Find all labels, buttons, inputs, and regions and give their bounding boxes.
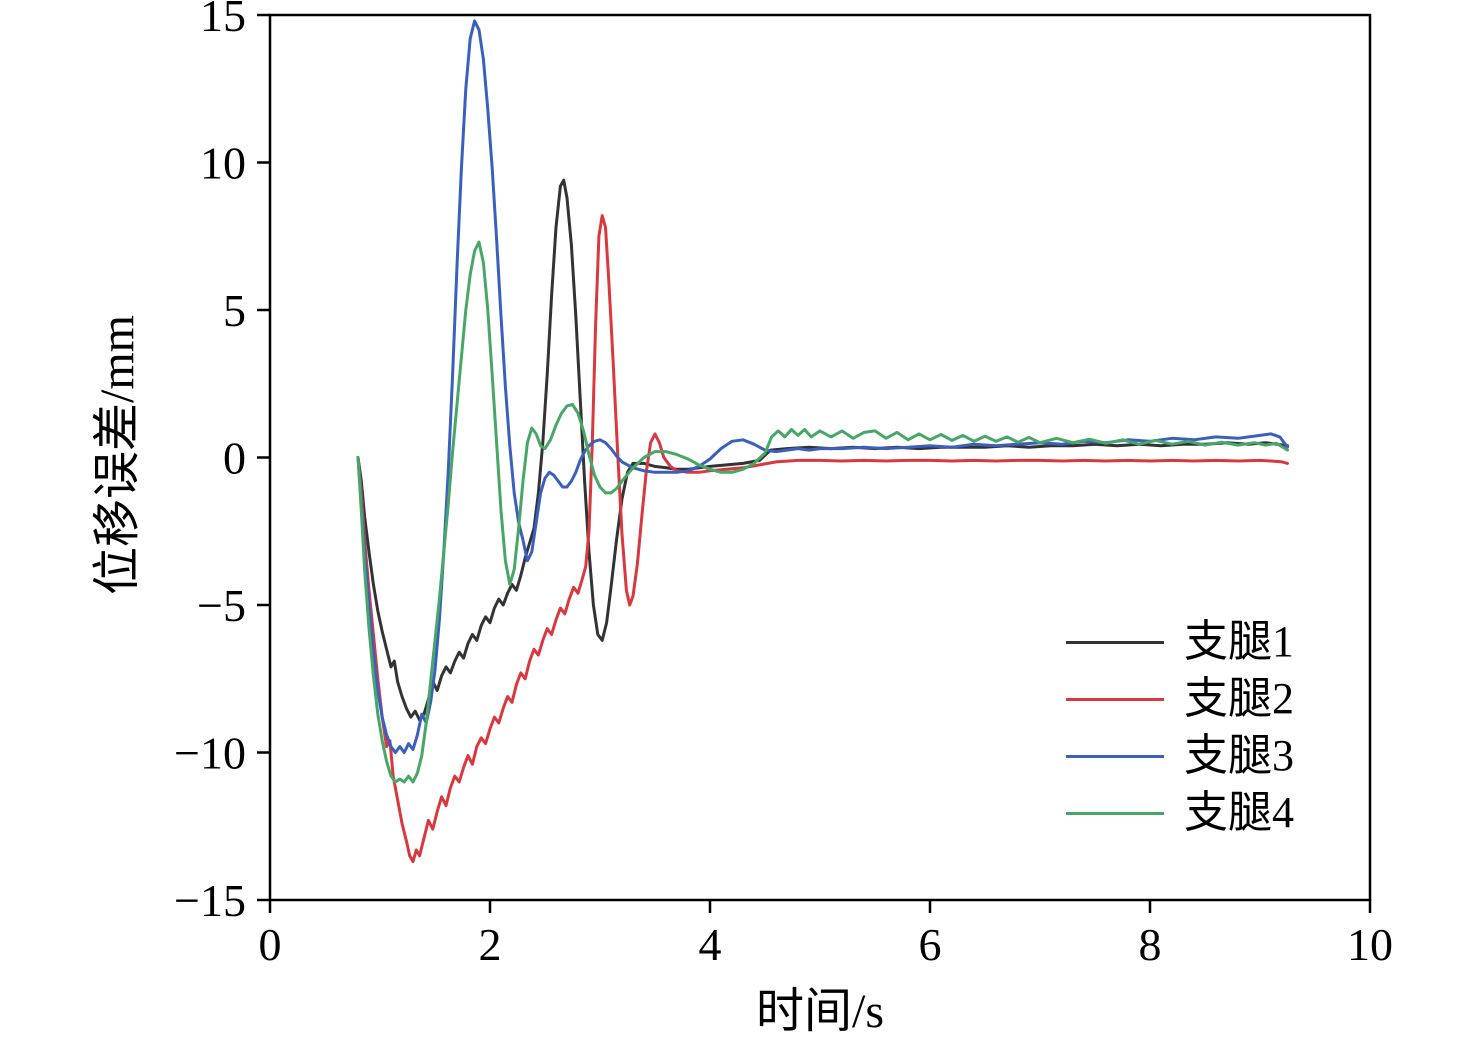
y-tick-label: 0 <box>223 433 246 484</box>
x-tick-label: 4 <box>699 919 722 970</box>
x-tick-label: 6 <box>919 919 942 970</box>
x-tick-label: 0 <box>259 919 282 970</box>
legend-swatch <box>1066 697 1164 701</box>
x-tick-label: 2 <box>479 919 502 970</box>
legend-item-4: 支腿4 <box>1066 791 1294 835</box>
x-axis-label: 时间/s <box>755 985 885 1038</box>
legend-swatch <box>1066 640 1164 644</box>
y-tick-label: −15 <box>174 875 246 926</box>
y-tick-label: −5 <box>197 580 246 631</box>
legend-label: 支腿1 <box>1184 617 1294 666</box>
legend: 支腿1 支腿2 支腿3 支腿4 <box>1066 620 1294 835</box>
y-axis-label: 位移误差/mm <box>91 314 144 596</box>
y-tick-label: 5 <box>223 285 246 336</box>
legend-label: 支腿2 <box>1184 674 1294 723</box>
legend-label: 支腿3 <box>1184 731 1294 780</box>
series-line-2 <box>356 214 1289 864</box>
legend-item-2: 支腿2 <box>1066 677 1294 721</box>
x-tick-label: 8 <box>1139 919 1162 970</box>
legend-item-3: 支腿3 <box>1066 734 1294 778</box>
y-tick-label: 10 <box>200 138 246 189</box>
y-tick-label: 15 <box>200 0 246 41</box>
legend-item-1: 支腿1 <box>1066 620 1294 664</box>
y-tick-label: −10 <box>174 728 246 779</box>
legend-label: 支腿4 <box>1184 788 1294 837</box>
x-tick-label: 10 <box>1347 919 1393 970</box>
series-line-4 <box>356 240 1289 784</box>
legend-swatch <box>1066 811 1164 815</box>
legend-swatch <box>1066 754 1164 758</box>
